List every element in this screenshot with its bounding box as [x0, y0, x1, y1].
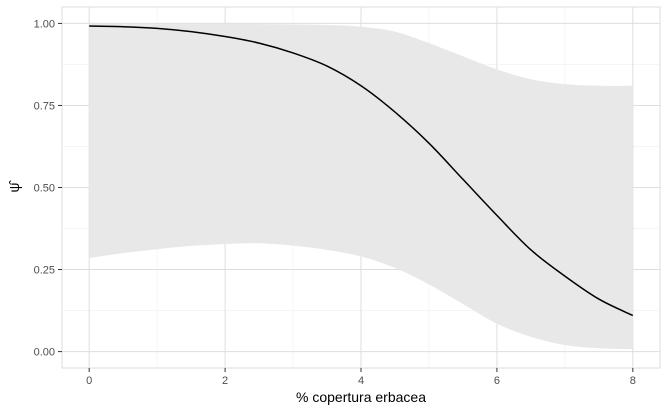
confidence-ribbon — [89, 24, 633, 350]
x-tick-label: 0 — [86, 375, 92, 387]
x-axis-title: % copertura erbacea — [296, 389, 426, 405]
x-tick-label: 6 — [494, 375, 500, 387]
x-tick-label: 4 — [358, 375, 364, 387]
y-axis-title: ψ̂ — [6, 180, 22, 193]
y-tick-label: 0.75 — [34, 100, 55, 112]
x-tick-label: 2 — [222, 375, 228, 387]
y-tick-label: 0.50 — [34, 183, 55, 195]
y-tick-label: 0.00 — [34, 347, 55, 359]
prediction-line — [89, 25, 634, 317]
y-tick-label: 1.00 — [34, 18, 55, 30]
x-tick-label: 8 — [630, 375, 636, 387]
y-tick-label: 0.25 — [34, 265, 55, 277]
y-axis-ticks: 0.00 0.25 0.50 0.75 1.00 — [34, 18, 62, 359]
x-axis-ticks: 0 2 4 6 8 — [86, 368, 636, 387]
